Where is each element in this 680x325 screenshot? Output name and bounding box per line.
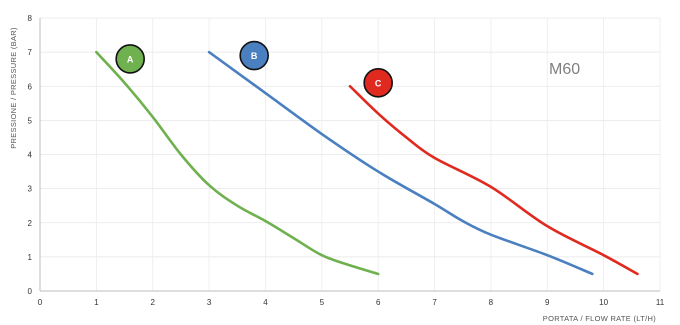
x-tick-label: 11: [656, 298, 665, 307]
chart-title: M60: [549, 61, 580, 78]
series-marker-label-a: A: [127, 54, 134, 64]
series-line-b: [207, 50, 594, 276]
x-axis-title: PORTATA / FLOW RATE (LT/H): [543, 314, 656, 323]
series-line-a: [95, 50, 380, 276]
x-tick-label: 10: [599, 298, 608, 307]
y-tick-label: 2: [28, 219, 33, 228]
y-axis-title: PRESSIONE / PRESSURE (BAR): [9, 27, 18, 149]
x-tick-label: 1: [94, 298, 99, 307]
y-tick-label: 6: [28, 82, 33, 91]
series-marker-c: [363, 68, 393, 98]
x-tick-label: 7: [432, 298, 437, 307]
series-marker-b: [239, 40, 269, 71]
x-tick-label: 4: [263, 298, 268, 307]
series-marker-label-b: B: [251, 51, 258, 61]
series-line-c: [348, 84, 639, 276]
x-tick-label: 8: [489, 298, 494, 307]
x-tick-label: 6: [376, 298, 381, 307]
x-tick-label: 0: [38, 298, 43, 307]
x-tick-label: 5: [320, 298, 325, 307]
x-tick-label: 9: [545, 298, 550, 307]
y-tick-label: 5: [28, 116, 33, 125]
axes: [39, 18, 660, 292]
y-tick-label: 1: [28, 253, 33, 262]
x-tick-label: 2: [151, 298, 156, 307]
series-lines: [95, 50, 639, 276]
x-tick-label: 3: [207, 298, 212, 307]
y-tick-label: 8: [28, 14, 33, 23]
series-marker-a: [115, 44, 145, 74]
tick-labels: 0 1 2 3 4 5 6 7 8 9 10 11 0 1 2 3 4 5 6 7 8: [28, 14, 665, 307]
y-tick-label: 3: [28, 185, 33, 194]
y-tick-label: 7: [28, 48, 33, 57]
y-tick-label: 4: [28, 151, 33, 160]
series-markers: A B C: [115, 40, 393, 98]
y-tick-label: 0: [28, 287, 33, 296]
series-marker-label-c: C: [375, 78, 382, 88]
